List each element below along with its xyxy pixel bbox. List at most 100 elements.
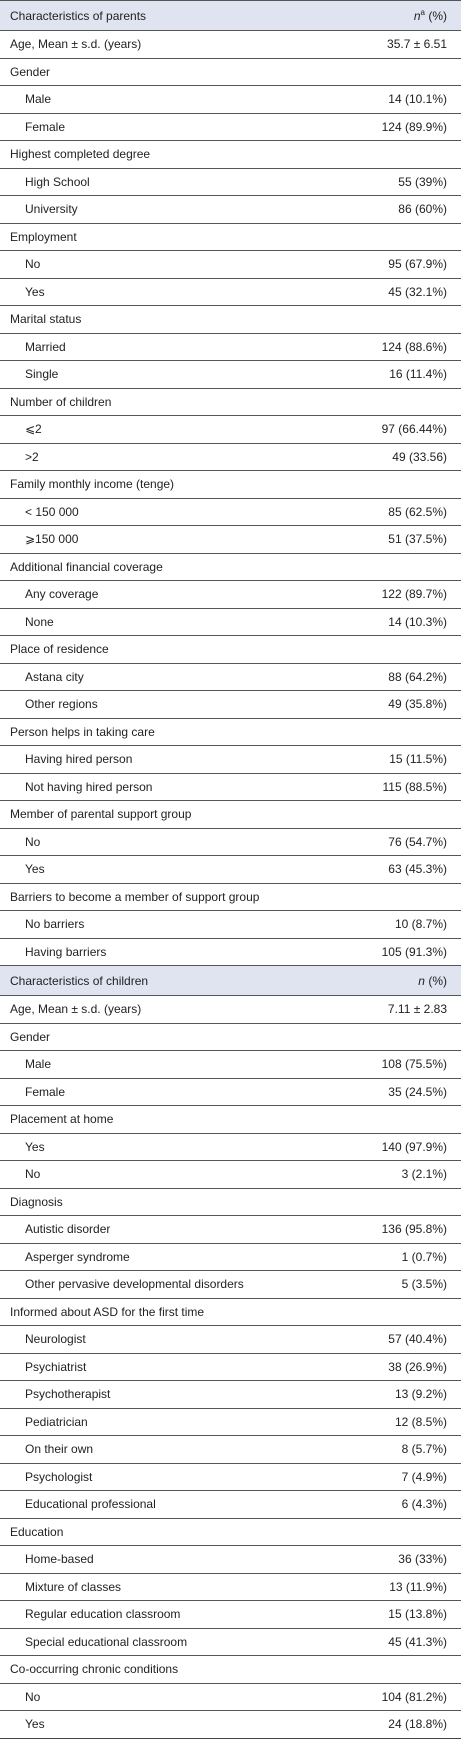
table-row: Married 124 (88.6%) (0, 332, 461, 361)
row-label: Psychiatrist (25, 1359, 87, 1374)
row-label: Place of residence (10, 642, 109, 657)
table-row: Number of children (0, 387, 461, 416)
row-value: 105 (91.3%) (381, 944, 447, 959)
row-value: 24 (18.8%) (388, 1717, 447, 1732)
row-value: 108 (75.5%) (381, 1057, 447, 1072)
row-label: Placement at home (10, 1112, 114, 1127)
table-row: Male 14 (10.1%) (0, 85, 461, 113)
table-row: Co-occurring chronic conditions (0, 1655, 461, 1683)
table-row: High School 55 (39%) (0, 167, 461, 196)
row-label: Male (25, 1057, 52, 1072)
table-row: Marital status (0, 305, 461, 333)
row-label: ⩾150 000 (25, 532, 79, 547)
row-label: Neurologist (25, 1332, 86, 1347)
row-value: 45 (41.3%) (388, 1634, 447, 1649)
table-row: Family monthly income (tenge) (0, 470, 461, 498)
row-label: Diagnosis (10, 1194, 63, 1209)
table-row: Barriers to become a member of support g… (0, 882, 461, 911)
table-row: Diagnosis (0, 1187, 461, 1216)
row-value: 5 (3.5%) (401, 1277, 447, 1292)
row-value: 14 (10.3%) (388, 614, 447, 629)
row-label: Yes (25, 1717, 45, 1732)
table-row: Additional financial coverage (0, 552, 461, 581)
row-label: Other pervasive developmental disorders (25, 1277, 244, 1292)
row-label: Any coverage (25, 587, 99, 602)
table-row: Yes 24 (18.8%) (0, 1710, 461, 1738)
table-row: No 95 (67.9%) (0, 250, 461, 278)
row-label: High School (25, 174, 90, 189)
table-row: Neurologist 57 (40.4%) (0, 1325, 461, 1353)
row-label: Regular education classroom (25, 1607, 181, 1622)
table-row: Gender (0, 57, 461, 86)
count-note: a (420, 8, 425, 17)
row-value: 49 (33.56) (392, 449, 447, 464)
row-label: On their own (25, 1442, 94, 1457)
count-symbol: n (418, 973, 425, 988)
row-value: 10 (8.7%) (394, 917, 447, 932)
table-row: Any coverage 122 (89.7%) (0, 580, 461, 608)
row-label: Co-occurring chronic conditions (10, 1662, 179, 1677)
row-value: 136 (95.8%) (381, 1222, 447, 1237)
row-label: Not having hired person (25, 779, 153, 794)
table-row: Regular education classroom 15 (13.8%) (0, 1600, 461, 1628)
row-value: 6 (4.3%) (401, 1497, 447, 1512)
row-label: >2 (25, 449, 39, 464)
row-value: 97 (66.44%) (381, 422, 447, 437)
row-value: 15 (11.5%) (389, 752, 447, 767)
header-label: Characteristics of children (10, 973, 149, 988)
table-row: Psychiatrist 38 (26.9%) (0, 1352, 461, 1381)
row-label: Asperger syndrome (25, 1249, 130, 1264)
row-value: 124 (89.9%) (381, 119, 447, 134)
row-label: Psychotherapist (25, 1387, 111, 1402)
count-unit: (%) (428, 9, 447, 23)
row-label: Single (25, 367, 59, 382)
row-label: Special educational classroom (25, 1634, 188, 1649)
row-value: 76 (54.7%) (388, 834, 447, 849)
row-value: 14 (10.1%) (388, 92, 447, 107)
table-row: Other pervasive developmental disorders 5… (0, 1270, 461, 1298)
table-row: No 3 (2.1%) (0, 1160, 461, 1188)
table-row: Single 16 (11.4%) (0, 360, 461, 388)
row-value: 86 (60%) (398, 202, 447, 217)
table-row: Gender (0, 1022, 461, 1051)
table-row: Employment (0, 222, 461, 251)
row-value: 3 (2.1%) (401, 1167, 447, 1182)
row-label: Yes (25, 284, 45, 299)
row-value: 38 (26.9%) (388, 1359, 447, 1374)
table-row: Person helps in taking care (0, 717, 461, 746)
row-label: ⩽2 (25, 422, 42, 437)
row-value: 36 (33%) (398, 1552, 447, 1567)
row-label: Family monthly income (tenge) (10, 477, 175, 492)
table-row: Male 108 (75.5%) (0, 1050, 461, 1078)
table-row: ⩾150 000 51 (37.5%) (0, 525, 461, 553)
row-value: 57 (40.4%) (388, 1332, 447, 1347)
row-label: No (25, 1167, 41, 1182)
table-row: Yes 63 (45.3%) (0, 855, 461, 883)
row-value: 95 (67.9%) (388, 257, 447, 272)
count-symbol: n (413, 9, 421, 23)
row-label: No (25, 834, 41, 849)
row-label: Person helps in taking care (10, 724, 155, 739)
table-row: Psychologist 7 (4.9%) (0, 1462, 461, 1491)
row-value: 15 (13.8%) (388, 1607, 447, 1622)
table-row: Not having hired person 115 (88.5%) (0, 772, 461, 801)
table-row: Astana city 88 (64.2%) (0, 662, 461, 691)
table-row: Psychotherapist 13 (9.2%) (0, 1380, 461, 1408)
row-label: Home-based (25, 1552, 94, 1567)
table-row: Yes 45 (32.1%) (0, 277, 461, 306)
row-label: Having hired person (25, 752, 133, 767)
row-value: 55 (39%) (398, 174, 447, 189)
row-label: No (25, 1689, 41, 1704)
row-value: 35.7 ± 6.51 (387, 37, 447, 52)
row-value: 51 (37.5%) (388, 532, 447, 547)
table-row: No 76 (54.7%) (0, 827, 461, 856)
table-row: Educational professional 6 (4.3%) (0, 1490, 461, 1518)
row-value: 85 (62.5%) (388, 504, 447, 519)
row-value: 1 (0.7%) (401, 1249, 447, 1264)
row-value: 124 (88.6%) (381, 339, 447, 354)
row-label: Pediatrician (25, 1414, 88, 1429)
row-label: Astana city (25, 669, 84, 684)
table-row: Age, Mean ± s.d. (years) 7.11 ± 2.83 (0, 995, 461, 1023)
